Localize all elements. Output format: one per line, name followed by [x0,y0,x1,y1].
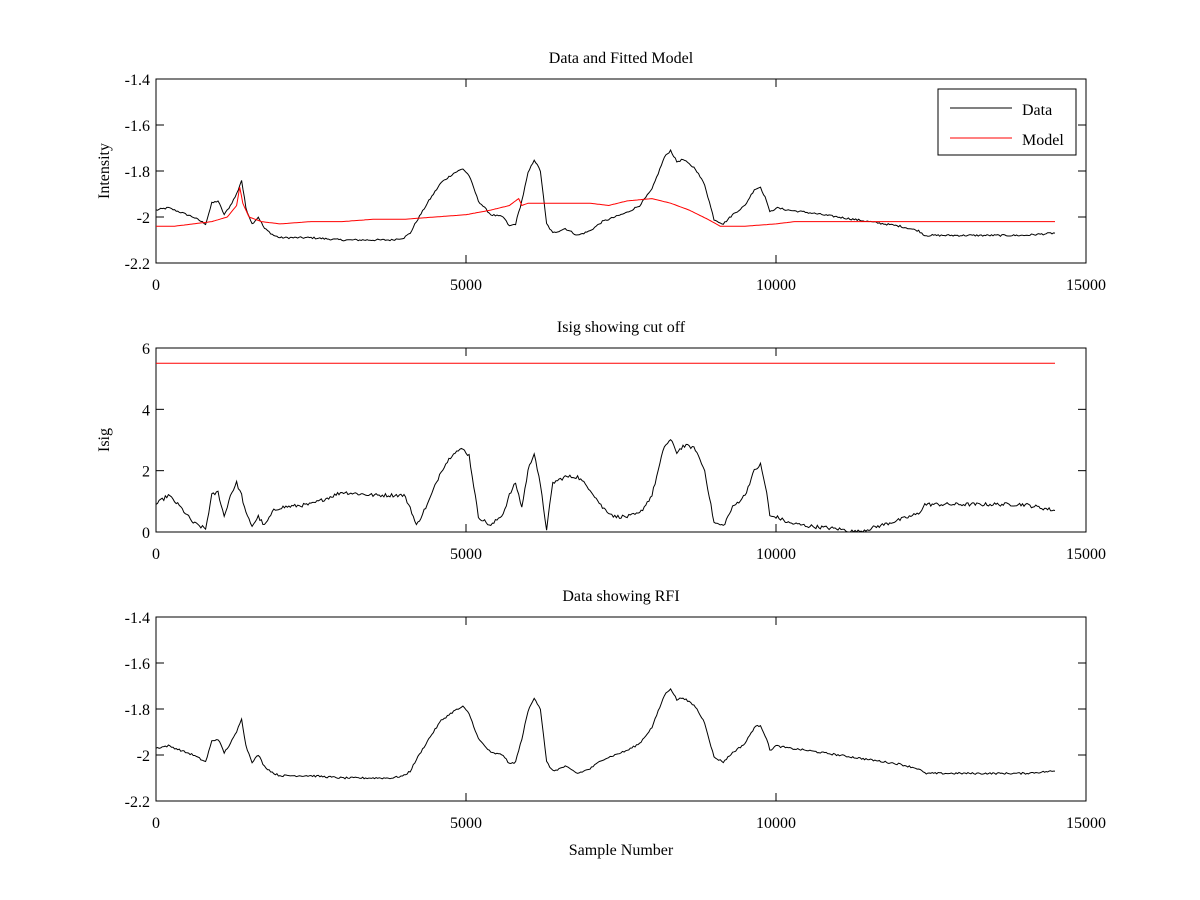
y-axis-label: Isig [96,428,113,452]
legend-label: Data [1022,102,1052,119]
x-tick-label: 0 [152,546,160,563]
legend-label: Model [1022,132,1064,149]
x-tick-label: 15000 [1066,277,1106,294]
y-tick-label: -1.8 [125,164,150,181]
legend: Data Model [937,88,1077,156]
x-tick-label: 5000 [450,815,482,832]
y-tick-label: -1.4 [125,610,150,627]
y-tick-label: -1.6 [125,656,150,673]
x-tick-label: 10000 [756,546,796,563]
x-tick-label: 5000 [450,546,482,563]
legend-box [937,88,1077,156]
y-tick-label: -2.2 [125,256,150,273]
y-tick-label: 4 [142,402,150,419]
x-tick-label: 0 [152,277,160,294]
chart-title: Data showing RFI [562,588,679,605]
chart-title: Isig showing cut off [557,319,686,336]
x-tick-label: 0 [152,815,160,832]
y-tick-label: 0 [142,525,150,542]
y-tick-label: -2 [137,210,150,227]
panel-2 [155,347,1087,533]
y-tick-label: -2 [137,748,150,765]
x-tick-label: 10000 [756,277,796,294]
panel-3 [155,616,1087,802]
x-axis-label: Sample Number [569,842,674,859]
series-line-model [156,187,1055,227]
y-tick-label: -1.8 [125,702,150,719]
series-line-data [156,439,1056,532]
y-axis-label: Intensity [96,143,113,199]
plot-area [155,78,1087,264]
chart-title: Data and Fitted Model [549,50,694,67]
x-tick-label: 10000 [756,815,796,832]
series-line-data [156,148,1056,242]
plot-area [155,616,1087,802]
y-tick-label: -1.6 [125,118,150,135]
x-tick-label: 5000 [450,277,482,294]
y-tick-label: -2.2 [125,794,150,811]
y-tick-label: -1.4 [125,72,150,89]
series-line-data [156,688,1055,780]
panel-1: Data Model [155,78,1087,264]
x-tick-label: 15000 [1066,546,1106,563]
x-tick-label: 15000 [1066,815,1106,832]
plot-area [155,347,1087,533]
y-tick-label: 2 [142,464,150,481]
y-tick-label: 6 [142,341,150,358]
